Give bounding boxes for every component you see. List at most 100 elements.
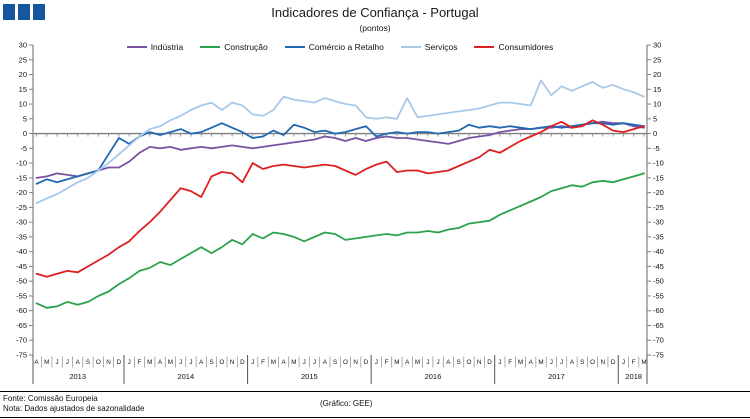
y-tick-label-right: -50 — [653, 277, 664, 286]
month-label: N — [477, 359, 482, 366]
legend-item-construcao: Construção — [200, 42, 268, 52]
y-tick-label-left: -40 — [16, 247, 27, 256]
month-label: S — [333, 359, 337, 366]
year-label: 2018 — [625, 372, 642, 381]
y-tick-label-left: -50 — [16, 277, 27, 286]
month-label: F — [261, 359, 265, 366]
month-label: M — [394, 359, 399, 366]
month-label: D — [240, 359, 245, 366]
month-label: A — [570, 359, 575, 366]
month-label: J — [303, 359, 306, 366]
legend-label: Comércio a Retalho — [308, 42, 384, 52]
legend-swatch-construcao — [200, 45, 221, 49]
footer-note: Nota: Dados ajustados de sazonalidade — [3, 404, 145, 413]
y-tick-label-right: -15 — [653, 173, 664, 182]
year-label: 2014 — [177, 372, 194, 381]
y-tick-label-right: -10 — [653, 159, 664, 168]
month-label: S — [86, 359, 90, 366]
month-label: J — [179, 359, 182, 366]
month-label: J — [550, 359, 553, 366]
y-tick-label-right: -65 — [653, 321, 664, 330]
month-label: D — [364, 359, 369, 366]
legend-label: Construção — [224, 42, 268, 52]
year-label: 2015 — [301, 372, 318, 381]
month-label: J — [560, 359, 563, 366]
y-tick-label-left: -55 — [16, 291, 27, 300]
y-tick-label-left: -30 — [16, 218, 27, 227]
logo-square — [18, 4, 30, 20]
y-tick-label-left: 30 — [19, 41, 27, 50]
axes: 30 30 25 25 20 20 15 15 10 10 5 5 0 0 -5 -5 -10 -10 -15 -15… — [16, 41, 664, 360]
year-label: 2016 — [425, 372, 442, 381]
y-tick-label-right: -35 — [653, 232, 664, 241]
chart-title: Indicadores de Confiança - Portugal — [271, 5, 479, 20]
footer-divider — [0, 391, 750, 392]
y-tick-label-right: -45 — [653, 262, 664, 271]
month-label: M — [44, 359, 49, 366]
month-label: J — [66, 359, 69, 366]
month-label: A — [76, 359, 81, 366]
month-label: M — [168, 359, 173, 366]
y-tick-label-left: -65 — [16, 321, 27, 330]
y-tick-label-left: -75 — [16, 351, 27, 360]
month-label: O — [467, 359, 472, 366]
y-tick-label-left: -70 — [16, 336, 27, 345]
month-label: M — [641, 359, 646, 366]
chart-legend: Indústria Construção Comércio a Retalho Ser… — [33, 41, 647, 53]
year-label: 2017 — [548, 372, 565, 381]
y-tick-label-left: -15 — [16, 173, 27, 182]
y-tick-label-left: -20 — [16, 188, 27, 197]
month-label: M — [415, 359, 420, 366]
month-label: F — [632, 359, 636, 366]
logo-square — [3, 4, 15, 20]
month-label: O — [96, 359, 101, 366]
y-tick-label-right: -30 — [653, 218, 664, 227]
month-label: D — [611, 359, 616, 366]
month-label: A — [529, 359, 534, 366]
y-tick-label-right: -60 — [653, 306, 664, 315]
logo-square — [33, 4, 45, 20]
month-label: D — [487, 359, 492, 366]
legend-swatch-industria — [126, 45, 147, 49]
month-label: D — [117, 359, 122, 366]
y-tick-label-right: 20 — [653, 70, 661, 79]
month-label: S — [209, 359, 213, 366]
y-tick-label-right: -75 — [653, 351, 664, 360]
month-label: A — [34, 359, 39, 366]
y-tick-label-left: 25 — [19, 55, 27, 64]
month-label: A — [405, 359, 410, 366]
month-label: J — [56, 359, 59, 366]
month-label: F — [385, 359, 389, 366]
month-label: O — [590, 359, 595, 366]
month-label: M — [538, 359, 543, 366]
year-label: 2013 — [69, 372, 86, 381]
chart-subtitle: (pontos) — [359, 23, 391, 33]
y-tick-label-left: 10 — [19, 100, 27, 109]
month-label: N — [353, 359, 358, 366]
bottom-border — [0, 416, 750, 418]
y-tick-label-left: -5 — [20, 144, 27, 153]
footer-source: Fonte: Comissão Europeia — [3, 394, 98, 403]
series-line-servicos — [35, 79, 645, 204]
y-tick-label-right: -5 — [653, 144, 660, 153]
month-label: A — [199, 359, 204, 366]
legend-swatch-comercio-a-retalho — [284, 45, 305, 49]
y-tick-label-left: -35 — [16, 232, 27, 241]
y-tick-label-left: -25 — [16, 203, 27, 212]
legend-label: Consumidores — [498, 42, 554, 52]
month-label: J — [375, 359, 378, 366]
legend-item-servicos: Serviços — [400, 42, 457, 52]
legend-item-industria: Indústria — [126, 42, 184, 52]
month-label: S — [457, 359, 461, 366]
month-label: J — [251, 359, 254, 366]
y-tick-label-right: 10 — [653, 100, 661, 109]
month-label: A — [446, 359, 451, 366]
month-label: J — [622, 359, 625, 366]
series-lines — [35, 79, 645, 309]
legend-label: Indústria — [150, 42, 184, 52]
series-line-consumidores — [35, 119, 645, 278]
y-tick-label-right: 5 — [653, 114, 657, 123]
